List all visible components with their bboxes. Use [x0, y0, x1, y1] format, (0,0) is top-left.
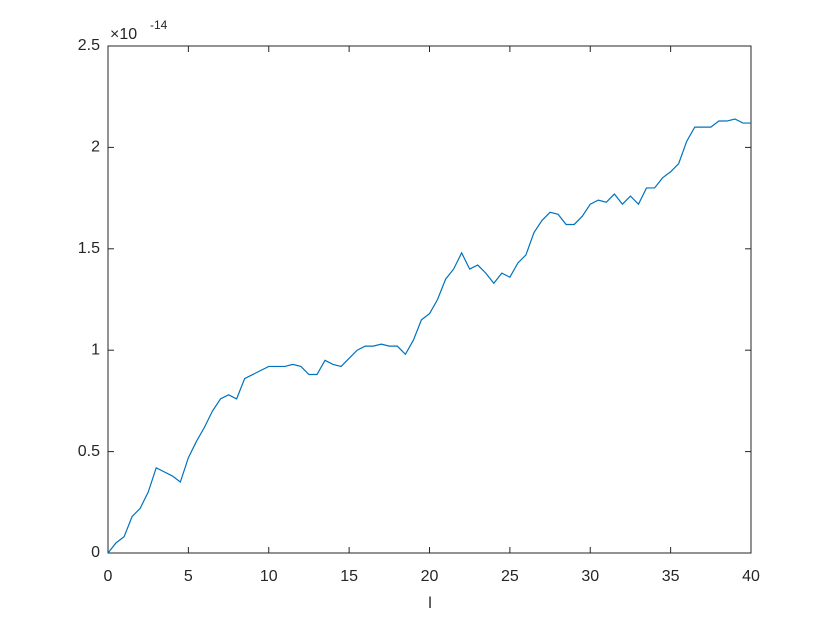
exponent-base: ×10 [110, 26, 137, 43]
x-tick-label: 0 [104, 568, 113, 585]
x-tick-label: 10 [260, 568, 278, 585]
x-tick-label: 35 [662, 568, 680, 585]
plot-area [107, 45, 752, 554]
x-tick-label: 15 [340, 568, 358, 585]
data-line [107, 118, 751, 554]
x-tick-label: 40 [742, 568, 760, 585]
y-tick-label: 0 [91, 544, 100, 561]
y-tick-label: 0.5 [78, 443, 100, 460]
x-tick-label: 5 [184, 568, 193, 585]
x-tick-label: 20 [421, 568, 439, 585]
y-tick-label: 2 [91, 139, 100, 156]
y-tick-label: 1 [91, 341, 100, 358]
x-tick-label: 30 [581, 568, 599, 585]
exponent: -14 [150, 18, 168, 32]
y-tick-label: 2.5 [78, 37, 100, 54]
y-tick-label: 1.5 [78, 240, 100, 257]
x-tick-label: 25 [501, 568, 519, 585]
x-axis-label: l [428, 595, 432, 612]
